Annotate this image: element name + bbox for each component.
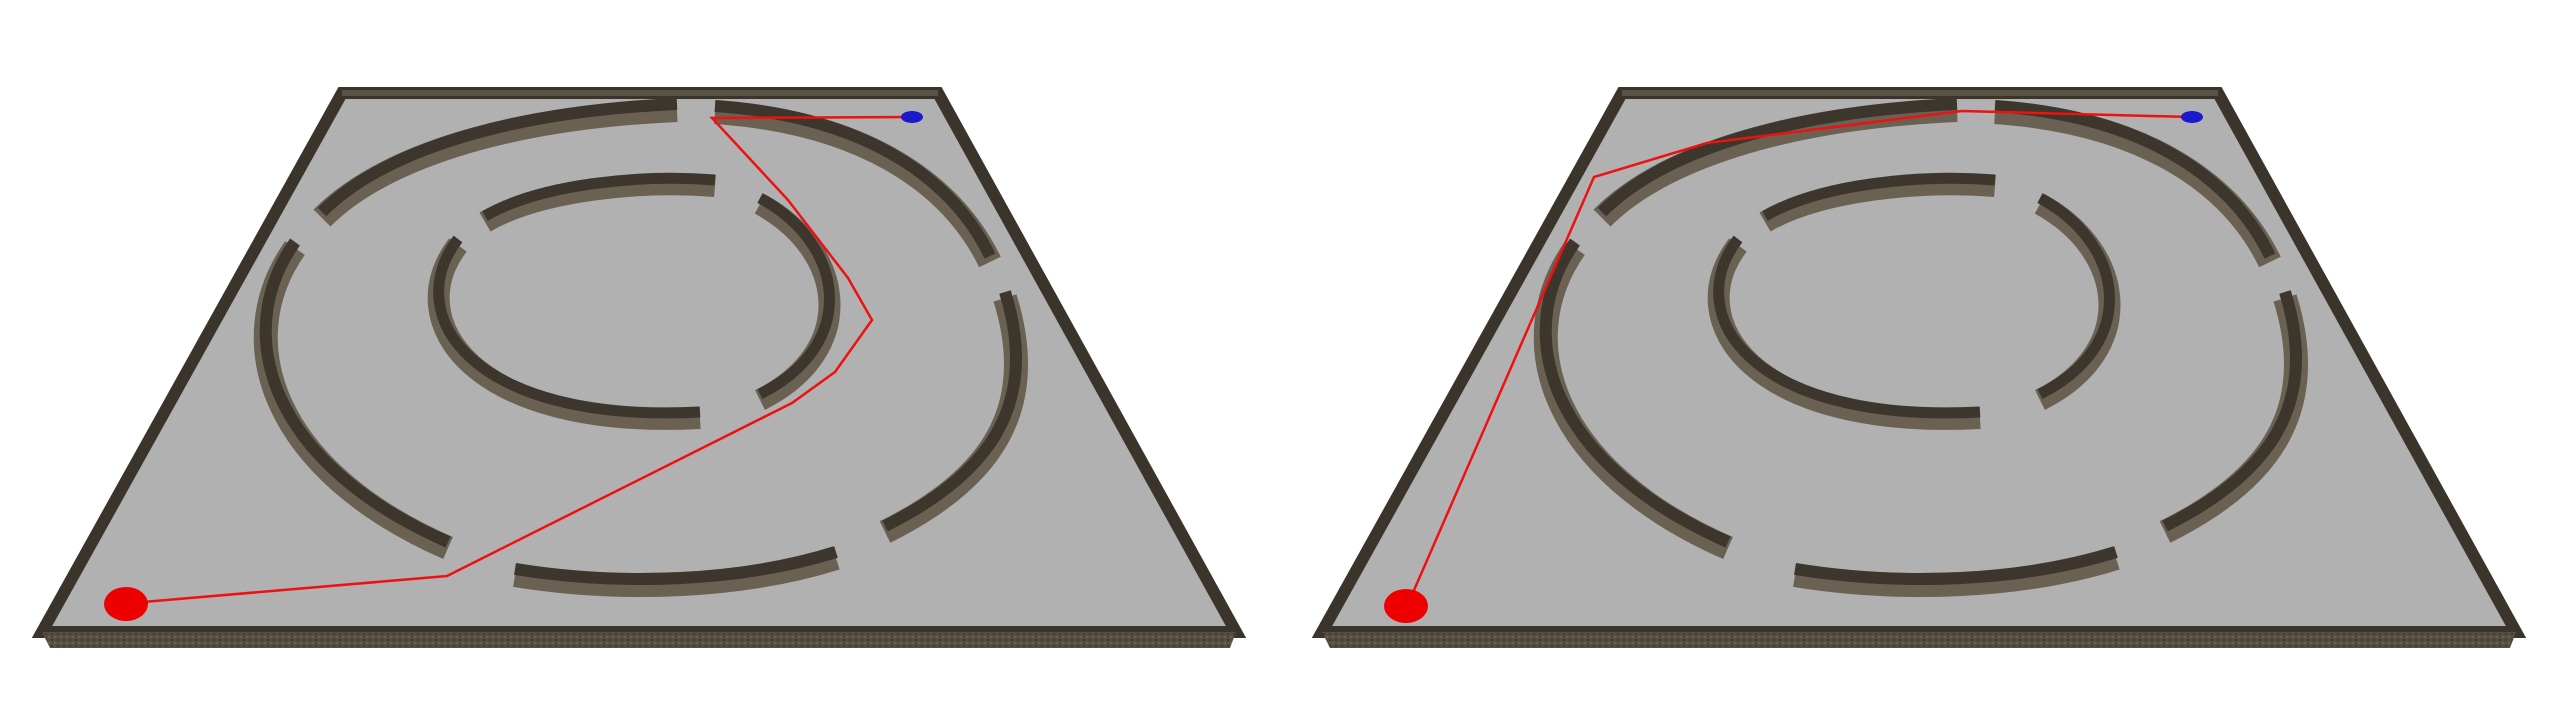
left-inner-ring bbox=[427, 172, 841, 430]
right-red-start-marker bbox=[1384, 589, 1428, 623]
left-border-wall bbox=[31, 87, 1247, 648]
right-blue-goal-marker bbox=[2181, 111, 2203, 123]
left-solution-path bbox=[119, 115, 909, 606]
right-outer-ring bbox=[1533, 98, 2309, 597]
left-maze-panel bbox=[31, 87, 1247, 648]
left-blue-goal-marker bbox=[901, 111, 923, 123]
right-inner-ring bbox=[1707, 172, 2121, 430]
left-outer-ring bbox=[253, 98, 1029, 597]
left-red-start-marker bbox=[104, 587, 148, 621]
right-solution-path bbox=[1406, 109, 2191, 605]
right-maze-panel bbox=[1311, 87, 2527, 648]
right-border-wall bbox=[1311, 87, 2527, 648]
